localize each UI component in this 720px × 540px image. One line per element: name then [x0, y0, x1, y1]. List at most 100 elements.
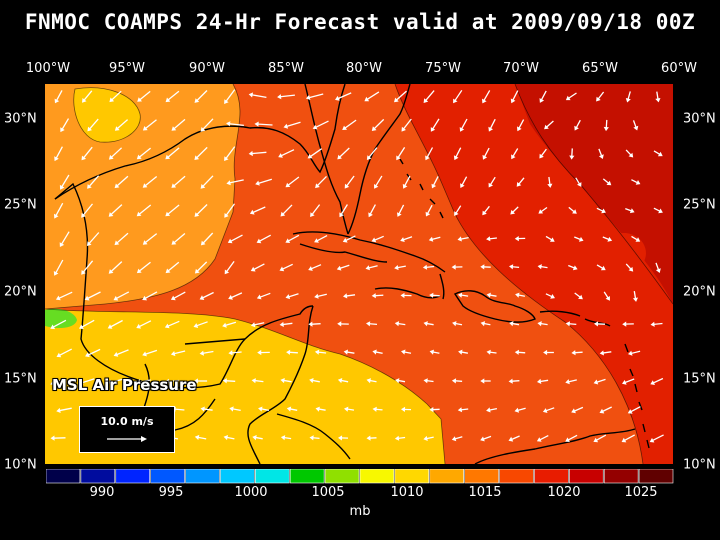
wind-arrow-head	[394, 97, 399, 103]
wind-arrow	[115, 349, 129, 356]
colorbar-swatch	[394, 469, 430, 484]
wind-arrow-head	[537, 321, 542, 327]
wind-arrow-head	[286, 349, 291, 355]
wind-arrow-head	[453, 155, 459, 161]
wind-arrow-head	[480, 321, 486, 327]
lon-label-90w: 90°W	[189, 61, 225, 76]
wind-arrow-head	[136, 268, 142, 274]
wind-arrow-head	[277, 94, 282, 100]
wind-arrow	[172, 291, 186, 300]
wind-arrow-head	[250, 322, 256, 328]
wind-arrow-head	[539, 153, 544, 159]
wind-arrow	[195, 261, 208, 273]
wind-arrow-head	[224, 99, 229, 104]
wind-arrow	[109, 261, 123, 273]
wind-arrow	[338, 147, 350, 159]
wind-arrow	[80, 319, 95, 329]
wind-arrow-head	[108, 212, 114, 217]
wind-arrow-head	[451, 378, 457, 384]
wind-arrow-head	[193, 378, 198, 384]
wind-arrow	[424, 90, 435, 102]
wind-arrow	[115, 119, 129, 130]
wind-arrow-head	[550, 294, 555, 299]
wind-arrow-head	[394, 321, 400, 327]
wind-arrow	[256, 123, 273, 126]
wind-arrow-head	[113, 295, 119, 301]
wind-arrow-head	[510, 209, 515, 215]
wind-arrow-head	[342, 237, 348, 243]
wind-arrow-head	[228, 294, 233, 300]
wind-arrow-head	[565, 95, 571, 101]
wind-arrow-head	[578, 236, 584, 242]
wind-arrow-head	[194, 212, 200, 217]
wind-arrow-head	[574, 125, 579, 131]
wind-arrow-head	[84, 295, 90, 301]
wind-arrow-head	[511, 154, 516, 160]
wind-arrow-head	[108, 154, 114, 160]
wind-arrow	[482, 90, 491, 102]
wind-arrow-head	[423, 321, 428, 327]
wind-arrow-head	[226, 180, 231, 186]
wind-arrow-head	[314, 349, 320, 355]
wind-arrow	[55, 146, 63, 160]
wind-arrow-head	[486, 236, 491, 242]
wind-arrow	[369, 204, 376, 216]
wind-arrow	[81, 260, 94, 274]
wind-arrow	[224, 203, 236, 217]
wind-arrow-head	[286, 406, 292, 412]
wind-arrow-head	[635, 180, 641, 185]
wind-arrow-head	[374, 184, 379, 189]
wind-arrow	[166, 204, 180, 216]
wind-arrow-head	[136, 154, 142, 160]
wind-arrow-head	[142, 351, 147, 357]
wind-arrow-head	[257, 349, 262, 356]
wind-arrow	[114, 291, 130, 300]
wind-arrow	[60, 174, 70, 189]
wind-arrow	[310, 204, 321, 216]
wind-arrow-head	[658, 208, 663, 214]
wind-arrow	[228, 179, 244, 184]
wind-arrow-head	[401, 126, 406, 132]
wind-arrow	[228, 122, 244, 127]
wind-arrow	[143, 233, 158, 244]
colorbar-swatch	[46, 469, 81, 484]
wind-arrow-head	[50, 435, 55, 441]
wind-arrow	[315, 235, 328, 242]
colorbar-tick-1015: 1015	[468, 485, 502, 500]
wind-arrow-head	[81, 212, 86, 218]
wind-arrow-head	[114, 240, 120, 246]
wind-arrow-head	[315, 183, 320, 189]
wind-arrow-head	[601, 208, 606, 214]
wind-arrow-head	[165, 154, 171, 160]
wind-arrow-head	[371, 126, 377, 131]
colorbar-tick-1000: 1000	[234, 485, 268, 500]
wind-arrow-head	[565, 437, 570, 442]
colorbar-swatch	[324, 469, 360, 484]
wind-arrow	[137, 320, 152, 328]
wind-arrow-head	[114, 183, 120, 189]
wind-arrow-head	[338, 435, 343, 441]
wind-arrow-head	[364, 96, 370, 102]
wind-arrow-head	[81, 155, 87, 161]
wind-arrow-head	[372, 406, 377, 412]
wind-arrow-head	[305, 94, 311, 100]
colorbar-swatch	[534, 469, 569, 484]
wind-arrow-head	[228, 350, 233, 356]
wind-arrow	[224, 146, 236, 160]
wind-arrow-head	[193, 323, 199, 328]
wind-arrow	[258, 292, 271, 299]
colorbar-tick-1020: 1020	[547, 485, 581, 500]
wind-arrow	[257, 178, 272, 185]
wind-arrow	[201, 232, 214, 245]
wind-arrow-head	[199, 295, 205, 300]
wind-arrow-head	[515, 292, 520, 298]
wind-arrow-head	[600, 265, 606, 271]
wind-arrow-head	[542, 408, 548, 413]
colorbar-swatch	[185, 469, 220, 484]
wind-arrow-head	[598, 154, 604, 159]
pressure-zone-ring	[609, 233, 646, 272]
wind-arrow-head	[252, 435, 257, 441]
wind-arrow-head	[459, 127, 465, 132]
wind-arrow-head	[226, 121, 231, 127]
wind-arrow	[622, 434, 636, 442]
